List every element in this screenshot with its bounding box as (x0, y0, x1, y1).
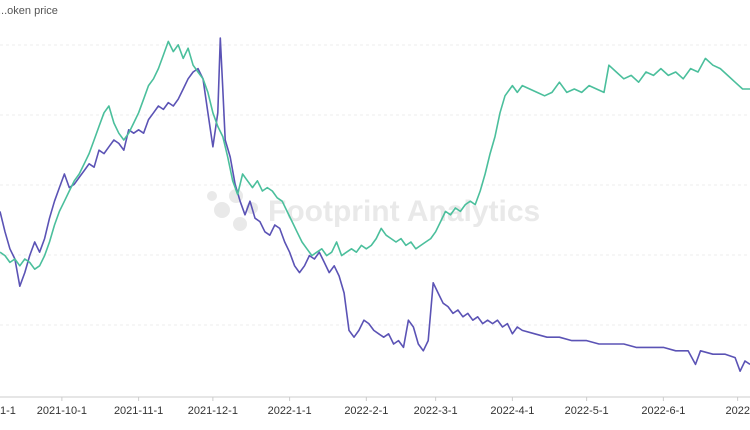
legend-entry-label: ...oken price (0, 5, 58, 17)
x-tick-label: 2022-2-1 (344, 405, 388, 417)
x-tick-label: 2022-6-1 (641, 405, 685, 417)
watermark-text: Footprint Analytics (268, 195, 540, 228)
x-tick-label: 2022-4-1 (490, 405, 534, 417)
x-tick-label: 2021-10-1 (37, 405, 87, 417)
watermark: Footprint Analytics (207, 189, 540, 231)
series-line-2 (0, 40, 750, 271)
x-axis-ticks: 1-1 2021-10-1 2021-11-1 2021-12-1 2022-1-1 20… (0, 397, 750, 417)
x-tick-label: 2022-3-1 (414, 405, 458, 417)
x-tick-label: 2021-11-1 (114, 405, 163, 417)
gridlines (0, 44, 750, 326)
x-tick-label: 1-1 (0, 405, 16, 417)
x-tick-label: 2022-5-1 (565, 405, 609, 417)
x-tick-label: 2022 (726, 405, 750, 417)
series-layer (0, 37, 750, 373)
x-tick-label: 2022-1-1 (268, 405, 312, 417)
series-line-1 (0, 37, 750, 373)
footprint-logo-icon (207, 189, 258, 231)
legend: ...oken price (0, 5, 58, 17)
x-tick-label: 2021-12-1 (188, 405, 238, 417)
